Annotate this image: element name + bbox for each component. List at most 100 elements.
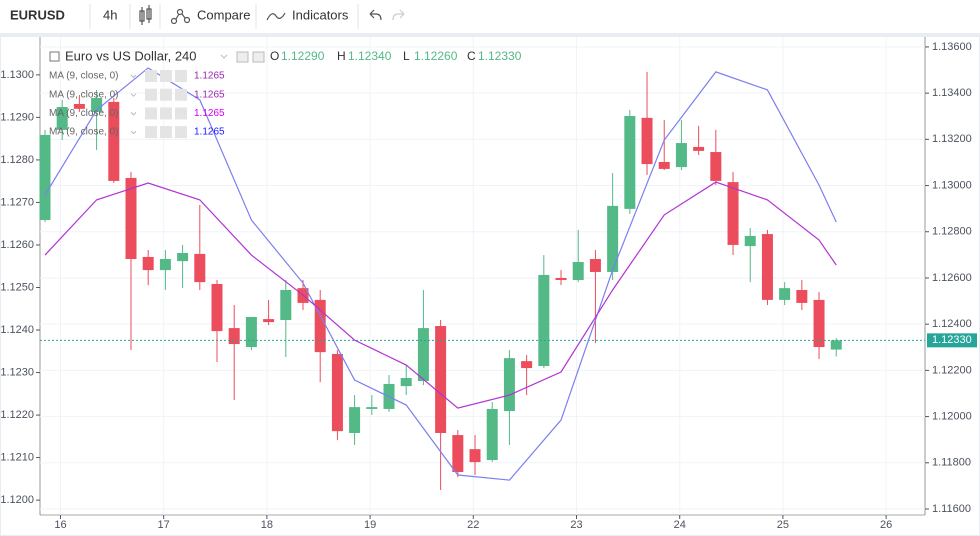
candle-body xyxy=(245,317,257,348)
candle-body xyxy=(263,319,275,323)
candle-body xyxy=(435,326,447,433)
y-tick-label: 1.1220 xyxy=(0,409,34,421)
indicator-button[interactable] xyxy=(175,126,187,139)
x-tick-label: 25 xyxy=(777,519,789,531)
y2-tick-label: 1.13000 xyxy=(932,179,972,191)
menu-arrow xyxy=(130,112,137,116)
candle-body xyxy=(761,234,773,300)
compare-icon[interactable] xyxy=(170,8,191,25)
y-tick-label: 1.1270 xyxy=(0,196,34,208)
x-tick-label: 23 xyxy=(570,519,582,531)
indicators-button[interactable]: Indicators xyxy=(292,7,349,22)
candle-body xyxy=(331,353,343,432)
legend-button xyxy=(252,51,265,63)
indicator-button[interactable] xyxy=(145,70,157,82)
candle-body xyxy=(744,235,756,247)
y2-tick-label: 1.11600 xyxy=(932,503,971,515)
candle-body xyxy=(349,407,361,433)
indicator-value: 1.1265 xyxy=(194,71,225,82)
menu-arrow xyxy=(130,93,137,97)
indicator-button[interactable] xyxy=(160,107,172,120)
y-tick-label: 1.1290 xyxy=(0,111,34,123)
x-tick-label: 19 xyxy=(364,519,376,531)
y2-tick-label: 1.12200 xyxy=(932,364,972,376)
y2-tick-label: 1.12000 xyxy=(932,410,972,422)
undo-button[interactable] xyxy=(369,9,382,21)
y2-tick-label: 1.11800 xyxy=(932,457,971,469)
y2-tick-label: 1.13600 xyxy=(932,41,972,53)
candle-body xyxy=(572,262,584,281)
candle-body xyxy=(142,256,154,271)
candle-body xyxy=(779,288,791,300)
symbol[interactable]: EURUSD xyxy=(10,7,65,22)
indicator-button[interactable] xyxy=(145,88,157,101)
chart-style-button[interactable] xyxy=(139,5,152,25)
menu-arrow xyxy=(130,74,137,79)
compare-button[interactable]: Compare xyxy=(197,7,250,22)
candle-body xyxy=(710,152,722,181)
candle-body xyxy=(607,205,619,272)
candle-body xyxy=(469,449,481,463)
y2-tick-label: 1.12800 xyxy=(932,226,972,238)
candle-body xyxy=(211,283,223,332)
indicator-name: MA (9, close, 0) xyxy=(49,108,118,119)
candle-body xyxy=(503,358,515,412)
legend-button xyxy=(236,51,249,63)
indicator-name: MA (9, close, 0) xyxy=(49,89,118,100)
indicator-button[interactable] xyxy=(160,88,172,101)
candle-body xyxy=(400,377,412,387)
candle-body xyxy=(830,340,842,350)
x-tick-label: 18 xyxy=(261,519,273,531)
candle-body xyxy=(108,101,120,181)
y-tick-label: 1.1250 xyxy=(0,281,34,293)
candle-body xyxy=(555,277,567,281)
candle-body xyxy=(73,103,85,109)
candle-body xyxy=(589,259,601,272)
candle-body xyxy=(521,361,533,369)
candle-body xyxy=(366,407,378,409)
candle-body xyxy=(693,146,705,151)
indicator-value: 1.1265 xyxy=(194,127,225,138)
indicator-button[interactable] xyxy=(175,88,187,101)
indicator-button[interactable] xyxy=(160,126,172,139)
candle-body xyxy=(624,116,636,209)
ohlc-key: C xyxy=(467,49,476,63)
y-tick-label: 1.1230 xyxy=(0,366,34,378)
ohlc-key: H xyxy=(337,49,346,63)
menu-arrow xyxy=(130,130,137,135)
ohlc-value: 1.12340 xyxy=(348,49,392,63)
interval[interactable]: 4h xyxy=(103,7,117,22)
candle-body xyxy=(194,253,206,283)
candle-body xyxy=(658,161,670,169)
candle-body xyxy=(727,182,739,245)
candle-body xyxy=(675,143,687,168)
chart-title: Euro vs US Dollar, 240 xyxy=(65,48,197,63)
candle-body xyxy=(56,106,68,130)
moving-average-line xyxy=(44,181,837,409)
candle-body xyxy=(159,259,171,271)
indicator-button[interactable] xyxy=(160,70,172,82)
y2-tick-label: 1.12400 xyxy=(932,318,972,330)
y-tick-label: 1.1210 xyxy=(0,451,34,463)
x-tick-label: 22 xyxy=(467,519,479,531)
y-tick-label: 1.1300 xyxy=(0,69,34,81)
indicator-button[interactable] xyxy=(175,70,187,82)
y-tick-label: 1.1200 xyxy=(0,494,34,506)
x-tick-label: 16 xyxy=(54,519,66,531)
candle-body xyxy=(228,328,240,345)
indicator-button[interactable] xyxy=(145,107,157,120)
candle-body xyxy=(177,253,189,262)
redo-button[interactable] xyxy=(392,9,405,21)
last-price-label: 1.12330 xyxy=(932,334,972,346)
ohlc-value: 1.12260 xyxy=(414,49,458,63)
candle-body xyxy=(813,299,825,348)
candle-body xyxy=(417,328,429,382)
indicator-button[interactable] xyxy=(175,107,187,120)
indicator-name: MA (9, close, 0) xyxy=(49,127,118,138)
indicator-button[interactable] xyxy=(145,126,157,139)
collapse-toggle xyxy=(49,51,60,62)
y2-tick-label: 1.12600 xyxy=(932,272,972,284)
ohlc-value: 1.12290 xyxy=(281,49,325,63)
indicators-icon[interactable] xyxy=(266,12,286,21)
